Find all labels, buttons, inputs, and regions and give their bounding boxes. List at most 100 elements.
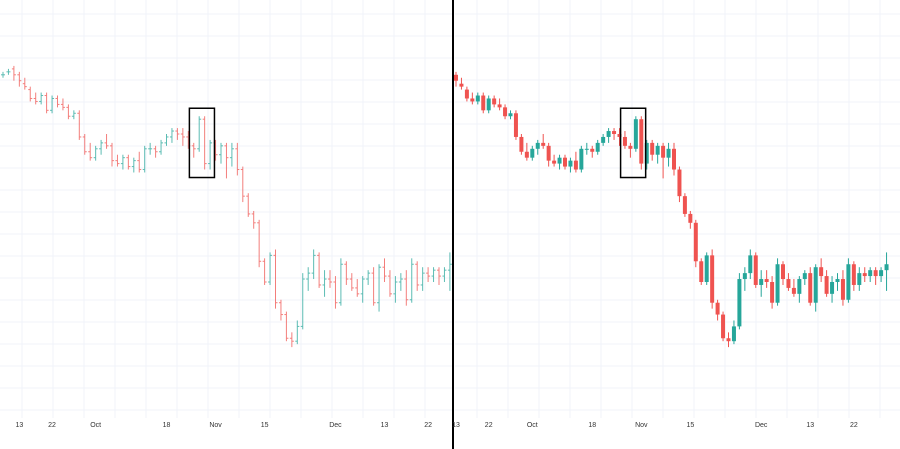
candle <box>759 270 764 297</box>
candle <box>742 267 747 291</box>
x-tick-label: Oct <box>90 422 101 429</box>
candle <box>748 249 753 280</box>
x-tick-label: 22 <box>424 422 432 429</box>
ohlc-bar <box>311 249 316 280</box>
candle <box>486 95 491 114</box>
ohlc-bar <box>344 261 349 285</box>
candle <box>786 273 791 291</box>
x-tick-label: 15 <box>686 422 694 429</box>
ohlc-bar <box>104 134 109 149</box>
candle <box>688 210 693 229</box>
candle <box>753 252 758 288</box>
candle <box>552 154 557 167</box>
candle <box>557 154 562 170</box>
ohlc-bar <box>284 311 289 342</box>
candle <box>464 86 469 102</box>
ohlc-bar <box>295 320 300 345</box>
x-tick-label: Dec <box>329 422 342 429</box>
ohlc-bar <box>126 154 131 170</box>
candle <box>595 139 600 155</box>
ohlc-bar <box>180 128 185 146</box>
candle <box>791 279 796 297</box>
ohlc-bar <box>159 139 164 155</box>
ohlc-bar <box>251 210 256 229</box>
ohlc-bar <box>153 145 158 158</box>
ohlc-bar <box>447 252 452 291</box>
ohlc-bar <box>60 98 65 111</box>
ohlc-bar <box>120 154 125 170</box>
candle <box>666 142 671 167</box>
x-tick-label: 13 <box>806 422 814 429</box>
ohlc-bar <box>137 151 142 173</box>
candle <box>644 139 649 170</box>
x-tick-label: 18 <box>588 422 596 429</box>
candle <box>541 134 546 149</box>
candle <box>704 252 709 285</box>
ohlc-bar <box>349 273 354 291</box>
candle <box>524 142 529 161</box>
candle <box>819 258 824 282</box>
ohlc-bar <box>420 267 425 291</box>
ohlc-bar <box>398 273 403 291</box>
ohlc-bar <box>289 332 294 348</box>
ohlc-bar <box>278 299 283 321</box>
ohlc-bar <box>6 68 11 75</box>
candle <box>568 157 573 173</box>
candle <box>808 267 813 306</box>
x-tick-label: 13 <box>15 422 23 429</box>
ohlc-bar <box>22 77 27 90</box>
candle <box>830 276 835 303</box>
candle <box>873 267 878 285</box>
x-tick-label: 15 <box>261 422 269 429</box>
candle <box>497 98 502 111</box>
ohlc-bar <box>71 110 76 120</box>
candle <box>470 92 475 105</box>
candle <box>851 261 856 291</box>
ohlc-bar <box>338 258 343 306</box>
x-axis: 13 22 Oct 18 Nov 15 Dec 13 22 <box>452 422 858 429</box>
candle <box>682 193 687 217</box>
candle <box>721 311 726 342</box>
candle <box>731 320 736 345</box>
ohlc-bar <box>306 267 311 291</box>
ohlc-bar <box>50 95 55 114</box>
ohlc-bar <box>268 252 273 285</box>
grid <box>0 0 452 418</box>
candle <box>601 134 606 146</box>
ohlc-bar <box>82 134 87 155</box>
candlestick-chart[interactable]: 13 22 Oct 18 Nov 15 Dec 13 22 <box>452 0 900 429</box>
candle <box>475 92 480 105</box>
candle <box>813 264 818 312</box>
candle <box>573 151 578 173</box>
ohlc-bar <box>415 261 420 291</box>
candle <box>508 110 513 120</box>
ohlc-bar <box>355 279 360 297</box>
ohlc-bar <box>366 270 371 285</box>
candle <box>862 267 867 282</box>
ohlc-bar-chart[interactable]: 13 22 Oct 18 Nov 15 Dec 13 22 <box>0 0 452 429</box>
candle <box>622 131 627 149</box>
x-tick-label: 13 <box>452 422 460 429</box>
ohlc-bar <box>240 166 245 203</box>
ohlc-bar <box>246 193 251 217</box>
candle <box>672 142 676 176</box>
candle <box>884 252 889 291</box>
ohlc-bar <box>404 270 409 306</box>
candle <box>781 261 785 285</box>
ohlc-bar <box>409 258 414 303</box>
candle <box>633 116 638 152</box>
ohlc-bar <box>317 252 322 288</box>
candle <box>530 145 535 161</box>
candle <box>655 142 660 164</box>
ohlc-bar <box>191 142 196 158</box>
candle <box>715 299 720 321</box>
candle <box>857 267 862 291</box>
ohlc-bar <box>93 145 98 161</box>
ohlc-bar <box>426 267 431 282</box>
ohlc-bar <box>229 142 234 167</box>
candle <box>612 128 617 140</box>
x-tick-label: Nov <box>635 422 648 429</box>
candle <box>737 273 742 330</box>
ohlc-bar <box>393 276 398 303</box>
ohlc-bar <box>442 267 447 282</box>
